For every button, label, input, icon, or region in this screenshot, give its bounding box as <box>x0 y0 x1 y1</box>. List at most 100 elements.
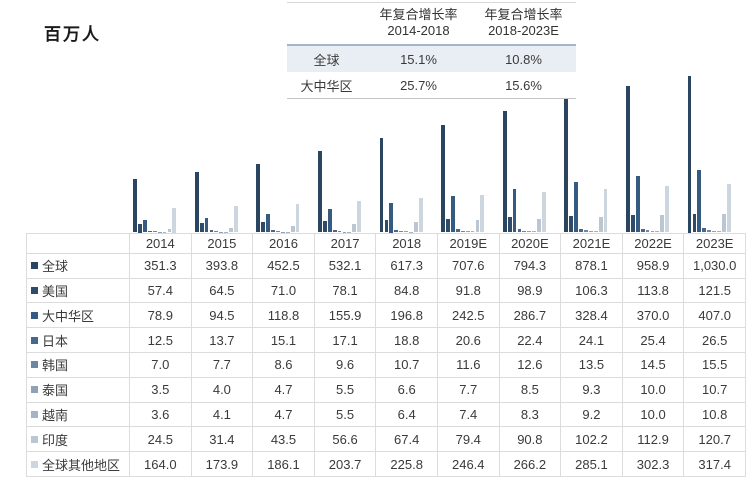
cagr-header-row: 年复合增长率 2014-2018 年复合增长率 2018-2023E <box>287 2 576 46</box>
bar <box>630 215 635 233</box>
table-row: 越南 3.6 4.1 4.7 5.5 6.4 7.4 8.3 9.2 10.0 10.8 <box>26 401 746 428</box>
table-row: 泰国 3.5 4.0 4.7 5.5 6.6 7.7 8.5 9.3 10.0 10.7 <box>26 376 746 403</box>
value-cell: 707.6 <box>436 252 500 279</box>
bar <box>542 191 546 233</box>
bar <box>446 218 450 233</box>
bar <box>133 178 138 233</box>
bar <box>172 207 177 233</box>
bar <box>451 195 455 233</box>
row-label: 印度 <box>26 426 130 453</box>
value-cell: 8.5 <box>498 376 562 403</box>
value-cell: 15.5 <box>683 351 746 378</box>
value-cell: 452.5 <box>252 252 315 279</box>
value-cell: 958.9 <box>621 252 685 279</box>
table-body: 2014 2015 2016 2017 2018 2019E 2020E 2021E 2022E… <box>26 233 746 477</box>
value-cell: 78.1 <box>313 277 377 304</box>
value-cell: 91.8 <box>436 277 500 304</box>
year-header-row: 2014 2015 2016 2017 2018 2019E 2020E 2021E 2022E… <box>26 233 746 254</box>
bar <box>640 228 645 233</box>
cagr-value: 10.8% <box>505 51 542 67</box>
value-cell: 17.1 <box>313 327 377 353</box>
value-cell: 26.5 <box>683 327 746 353</box>
value-cell: 8.3 <box>498 401 562 428</box>
cagr-table: 年复合增长率 2014-2018 年复合增长率 2018-2023E 全球 15… <box>287 2 576 99</box>
table-row: 韩国 7.0 7.7 8.6 9.6 10.7 11.6 12.6 13.5 14.5 15.5 <box>26 351 746 378</box>
row-label: 全球其他地区 <box>26 451 130 477</box>
series-marker-icon <box>31 287 38 294</box>
value-cell: 84.8 <box>375 277 438 304</box>
bar <box>234 205 238 233</box>
value-cell: 407.0 <box>683 302 746 329</box>
bar <box>261 221 266 233</box>
bar <box>290 225 295 233</box>
year-header-cell: 2022E <box>621 233 685 254</box>
value-cell: 24.1 <box>560 327 623 353</box>
value-cell: 878.1 <box>560 252 623 279</box>
bar <box>413 222 418 233</box>
bar <box>687 75 692 233</box>
series-name: 印度 <box>42 432 69 448</box>
value-cell: 186.1 <box>252 451 315 477</box>
table-row: 印度 24.5 31.4 43.5 56.6 67.4 79.4 90.8 102.2 112.9… <box>26 426 746 453</box>
value-cell: 242.5 <box>436 302 500 329</box>
value-cell: 3.5 <box>129 376 192 403</box>
value-cell: 20.6 <box>436 327 500 353</box>
bar <box>138 223 142 233</box>
cagr-header-2014-2018: 年复合增长率 2014-2018 <box>379 7 458 38</box>
value-cell: 203.7 <box>313 451 377 477</box>
data-table: 2014 2015 2016 2017 2018 2019E 2020E 2021E 2022E… <box>26 233 746 477</box>
value-cell: 22.4 <box>498 327 562 353</box>
bar <box>507 217 512 233</box>
series-name: 全球其他地区 <box>42 457 121 473</box>
bar <box>603 189 608 233</box>
value-cell: 64.5 <box>190 277 254 304</box>
bar <box>512 188 517 233</box>
bar <box>322 220 327 233</box>
table-row: 大中华区 78.9 94.5 118.8 155.9 196.8 242.5 286.7 328… <box>26 302 746 329</box>
bar <box>569 216 574 233</box>
series-name: 泰国 <box>42 383 69 399</box>
value-cell: 285.1 <box>560 451 623 477</box>
value-cell: 43.5 <box>252 426 315 453</box>
series-marker-icon <box>31 336 38 344</box>
bar <box>665 186 670 233</box>
bar <box>598 216 603 233</box>
value-cell: 10.7 <box>683 376 746 403</box>
value-cell: 328.4 <box>560 302 623 329</box>
value-cell: 393.8 <box>190 252 254 279</box>
value-cell: 14.5 <box>621 351 685 378</box>
value-cell: 225.8 <box>375 451 438 477</box>
series-marker-icon <box>31 386 38 394</box>
bar <box>726 184 731 233</box>
value-cell: 5.5 <box>313 401 377 428</box>
value-cell: 11.6 <box>436 351 500 378</box>
series-name: 越南 <box>42 407 69 423</box>
value-cell: 98.9 <box>498 277 562 304</box>
value-cell: 13.7 <box>190 327 254 353</box>
bar <box>517 229 522 233</box>
series-name: 日本 <box>42 333 69 349</box>
bar <box>199 222 204 233</box>
bar <box>318 151 322 233</box>
value-cell: 56.6 <box>313 426 377 453</box>
cagr-row-label: 全球 <box>313 52 340 68</box>
value-cell: 113.8 <box>621 277 685 304</box>
row-label: 日本 <box>26 327 130 353</box>
bar <box>204 218 209 233</box>
value-cell: 10.0 <box>621 376 685 403</box>
cagr-row-label: 大中华区 <box>300 78 353 94</box>
value-cell: 4.0 <box>190 376 254 403</box>
bar <box>256 163 261 233</box>
series-marker-icon <box>31 410 38 418</box>
value-cell: 31.4 <box>190 426 254 453</box>
value-cell: 106.3 <box>560 277 623 304</box>
series-marker-icon <box>31 435 38 443</box>
value-cell: 13.5 <box>560 351 623 378</box>
bar <box>143 220 147 233</box>
bar <box>389 202 394 233</box>
value-cell: 266.2 <box>498 451 562 477</box>
row-label: 大中华区 <box>26 302 130 329</box>
value-cell: 246.4 <box>436 451 500 477</box>
table-row: 美国 57.4 64.5 71.0 78.1 84.8 91.8 98.9 106.3 113.8… <box>26 277 746 304</box>
